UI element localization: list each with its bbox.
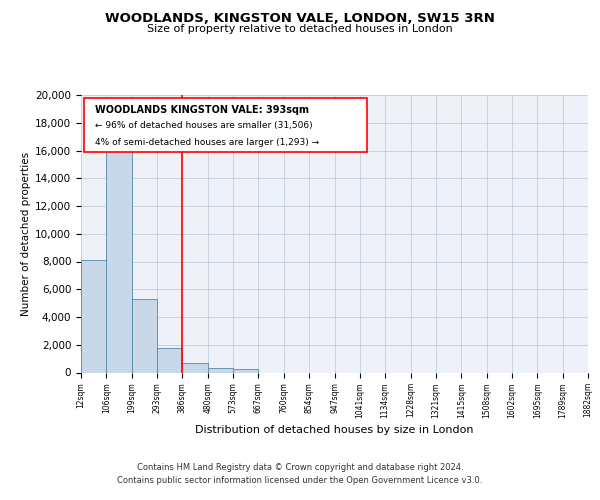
Bar bbox=[182, 363, 208, 372]
Text: WOODLANDS, KINGSTON VALE, LONDON, SW15 3RN: WOODLANDS, KINGSTON VALE, LONDON, SW15 3… bbox=[105, 12, 495, 26]
Bar bbox=[81, 260, 106, 372]
Bar bbox=[208, 368, 233, 372]
Y-axis label: Number of detached properties: Number of detached properties bbox=[21, 152, 31, 316]
Text: Contains HM Land Registry data © Crown copyright and database right 2024.: Contains HM Land Registry data © Crown c… bbox=[137, 462, 463, 471]
Bar bbox=[233, 369, 259, 372]
X-axis label: Distribution of detached houses by size in London: Distribution of detached houses by size … bbox=[195, 425, 474, 435]
Text: ← 96% of detached houses are smaller (31,506): ← 96% of detached houses are smaller (31… bbox=[95, 122, 313, 130]
Text: Contains public sector information licensed under the Open Government Licence v3: Contains public sector information licen… bbox=[118, 476, 482, 485]
Text: Size of property relative to detached houses in London: Size of property relative to detached ho… bbox=[147, 24, 453, 34]
Bar bbox=[106, 144, 132, 372]
Bar bbox=[132, 299, 157, 372]
FancyBboxPatch shape bbox=[83, 98, 367, 152]
Bar bbox=[157, 348, 182, 372]
Text: 4% of semi-detached houses are larger (1,293) →: 4% of semi-detached houses are larger (1… bbox=[95, 138, 319, 147]
Text: WOODLANDS KINGSTON VALE: 393sqm: WOODLANDS KINGSTON VALE: 393sqm bbox=[95, 104, 308, 115]
